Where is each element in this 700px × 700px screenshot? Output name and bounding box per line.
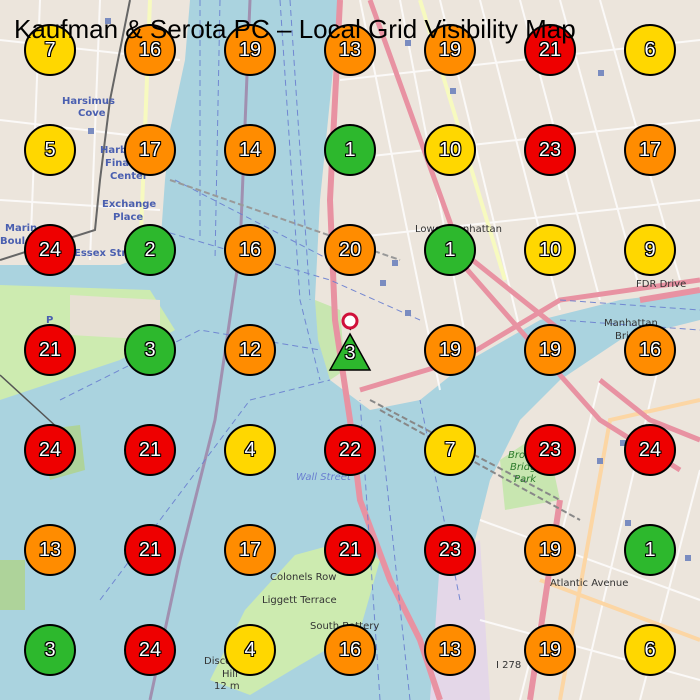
grid-rank-marker[interactable]: 4 xyxy=(224,424,276,476)
grid-rank-marker[interactable]: 13 xyxy=(24,524,76,576)
grid-rank-marker[interactable]: 23 xyxy=(424,524,476,576)
grid-rank-marker[interactable]: 19 xyxy=(524,324,576,376)
grid-rank-marker[interactable]: 23 xyxy=(524,124,576,176)
map-label: Marin xyxy=(5,223,38,234)
grid-rank-marker[interactable]: 19 xyxy=(524,624,576,676)
grid-rank-marker[interactable]: 21 xyxy=(124,524,176,576)
grid-rank-marker[interactable]: 2 xyxy=(124,224,176,276)
grid-rank-marker[interactable]: 14 xyxy=(224,124,276,176)
map-label: Manhattan xyxy=(604,318,658,329)
grid-rank-marker[interactable]: 12 xyxy=(224,324,276,376)
grid-rank-marker[interactable]: 16 xyxy=(124,24,176,76)
location-pin-icon xyxy=(328,312,372,371)
grid-rank-marker[interactable]: 17 xyxy=(224,524,276,576)
grid-rank-marker[interactable]: 1 xyxy=(624,524,676,576)
map-label: I 278 xyxy=(496,660,522,671)
grid-rank-marker[interactable]: 17 xyxy=(624,124,676,176)
map-label: Cove xyxy=(78,108,106,119)
map-label: Atlantic Avenue xyxy=(550,578,629,589)
grid-rank-marker[interactable]: 19 xyxy=(224,24,276,76)
map-label: Hill xyxy=(222,669,238,680)
map-label: Essex Street xyxy=(74,248,145,259)
map-title: Kaufman & Serota PC – Local Grid Visibil… xyxy=(14,14,576,44)
map-label: FDR Drive xyxy=(636,279,687,290)
grid-rank-marker[interactable]: 6 xyxy=(624,624,676,676)
grid-rank-marker[interactable]: 23 xyxy=(524,424,576,476)
grid-rank-marker[interactable]: 17 xyxy=(124,124,176,176)
grid-rank-marker[interactable]: 24 xyxy=(624,424,676,476)
grid-rank-marker[interactable]: 7 xyxy=(24,24,76,76)
map-label: 12 m xyxy=(214,681,240,692)
grid-rank-marker[interactable]: 21 xyxy=(324,524,376,576)
map-label: Center xyxy=(110,171,148,182)
grid-rank-marker[interactable]: 24 xyxy=(24,224,76,276)
grid-rank-marker[interactable]: 5 xyxy=(24,124,76,176)
grid-rank-marker[interactable]: 19 xyxy=(424,24,476,76)
grid-rank-marker[interactable]: 19 xyxy=(524,524,576,576)
map-label: Wall Street xyxy=(296,472,351,483)
map-label: Harsimus xyxy=(62,96,115,107)
map-label: Exchange xyxy=(102,199,157,210)
grid-rank-marker[interactable]: 16 xyxy=(624,324,676,376)
map-label: P xyxy=(46,315,54,326)
grid-rank-marker[interactable]: 19 xyxy=(424,324,476,376)
grid-rank-marker[interactable]: 1 xyxy=(324,124,376,176)
grid-rank-marker[interactable]: 13 xyxy=(424,624,476,676)
grid-rank-marker[interactable]: 24 xyxy=(24,424,76,476)
center-triangle-icon xyxy=(328,332,372,371)
grid-rank-marker[interactable]: 24 xyxy=(124,624,176,676)
grid-rank-marker[interactable]: 3 xyxy=(24,624,76,676)
grid-rank-marker[interactable]: 16 xyxy=(324,624,376,676)
map-label: Colonels Row xyxy=(270,572,337,583)
grid-rank-marker[interactable]: 20 xyxy=(324,224,376,276)
grid-rank-marker[interactable]: 3 xyxy=(124,324,176,376)
grid-rank-marker[interactable]: 7 xyxy=(424,424,476,476)
grid-rank-marker[interactable]: 1 xyxy=(424,224,476,276)
grid-rank-marker[interactable]: 21 xyxy=(24,324,76,376)
business-location-marker[interactable]: 3 xyxy=(328,312,372,372)
grid-rank-marker[interactable]: 10 xyxy=(424,124,476,176)
grid-rank-marker[interactable]: 6 xyxy=(624,24,676,76)
map-label: Place xyxy=(113,212,144,223)
map-label: Harbor xyxy=(100,145,140,156)
grid-rank-marker[interactable]: 21 xyxy=(524,24,576,76)
center-rank-value: 3 xyxy=(344,342,356,364)
grid-rank-marker[interactable]: 22 xyxy=(324,424,376,476)
grid-rank-marker[interactable]: 21 xyxy=(124,424,176,476)
map-label: Liggett Terrace xyxy=(262,595,337,606)
grid-rank-marker[interactable]: 16 xyxy=(224,224,276,276)
grid-rank-marker[interactable]: 13 xyxy=(324,24,376,76)
grid-rank-marker[interactable]: 4 xyxy=(224,624,276,676)
grid-rank-marker[interactable]: 10 xyxy=(524,224,576,276)
map-label: Bridge xyxy=(510,462,543,473)
grid-rank-marker[interactable]: 9 xyxy=(624,224,676,276)
map-label: Park xyxy=(514,474,537,485)
